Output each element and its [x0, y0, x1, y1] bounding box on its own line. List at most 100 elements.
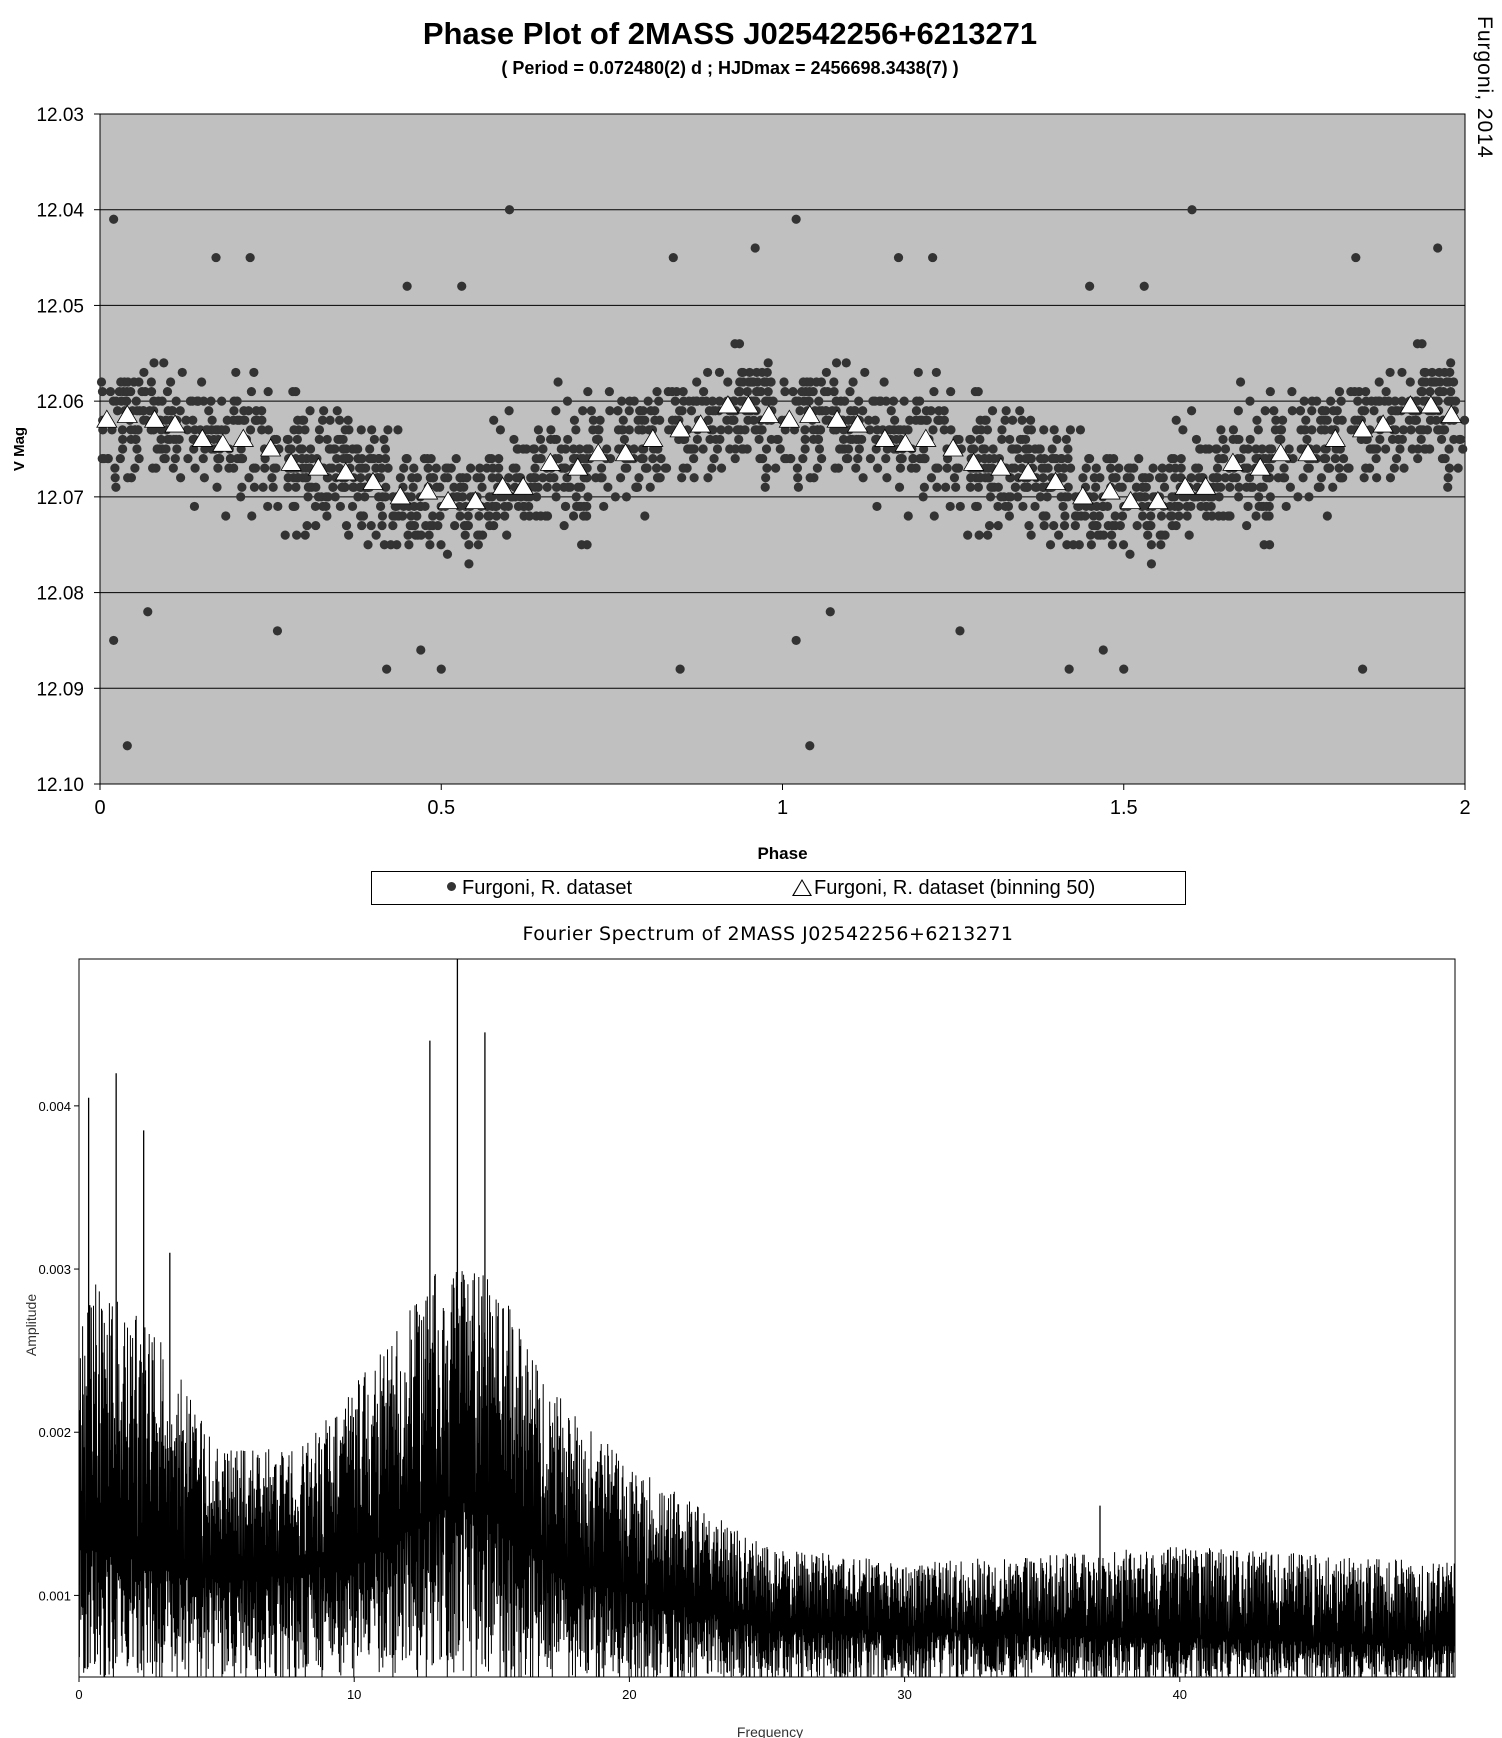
- data-point: [620, 463, 630, 473]
- data-point: [1081, 463, 1091, 473]
- data-point: [181, 415, 191, 425]
- data-point: [1211, 473, 1221, 483]
- data-point: [780, 386, 790, 397]
- data-point: [813, 434, 824, 445]
- data-point: [1031, 482, 1042, 492]
- data-point: [171, 434, 181, 445]
- data-point: [356, 511, 366, 521]
- outlier-point: [1433, 243, 1443, 253]
- data-point: [148, 463, 158, 473]
- data-point: [198, 453, 208, 464]
- data-point: [1375, 434, 1385, 445]
- binned-points: [96, 395, 1463, 510]
- data-point: [863, 415, 874, 425]
- data-point: [646, 406, 656, 416]
- data-point: [1039, 511, 1049, 521]
- data-point: [123, 473, 133, 483]
- data-point: [1114, 463, 1124, 473]
- data-point: [1017, 415, 1027, 425]
- data-point: [1303, 463, 1313, 473]
- data-point: [176, 473, 186, 483]
- x-tick-label: 20: [622, 1687, 636, 1702]
- data-point: [800, 434, 810, 445]
- data-point: [1084, 453, 1095, 464]
- data-point: [1413, 444, 1423, 454]
- binned-point: [212, 433, 234, 452]
- x-axis-label: Phase: [757, 844, 807, 863]
- data-point: [595, 415, 605, 425]
- data-point: [405, 520, 415, 531]
- data-point: [1322, 511, 1332, 521]
- data-point: [929, 386, 939, 397]
- data-point: [216, 425, 227, 435]
- data-point: [1010, 482, 1021, 492]
- data-point: [677, 473, 687, 483]
- data-point: [1252, 415, 1262, 425]
- data-point: [424, 530, 434, 540]
- data-point: [428, 473, 438, 483]
- data-point: [752, 367, 762, 378]
- binned-point: [1297, 442, 1319, 462]
- binned-point: [259, 438, 282, 457]
- data-point: [380, 492, 391, 502]
- data-point: [919, 482, 929, 492]
- phase-plot: 12.03 12.04 12.05 12.06 12.07 12.08 12.09 12.10…: [11, 105, 1471, 863]
- data-point: [993, 482, 1003, 492]
- data-point: [314, 434, 324, 445]
- data-point: [949, 473, 960, 483]
- data-point: [730, 444, 741, 454]
- data-point: [177, 367, 187, 378]
- data-point: [222, 415, 232, 425]
- data-point: [291, 482, 301, 492]
- data-point: [602, 444, 612, 454]
- data-point: [583, 492, 593, 502]
- data-point: [629, 396, 639, 406]
- data-point: [1052, 434, 1062, 445]
- y-tick-label: 0.001: [38, 1588, 71, 1603]
- data-point: [170, 453, 180, 464]
- data-point: [546, 425, 556, 435]
- y-axis-label: V Mag: [11, 427, 28, 471]
- data-point: [292, 434, 302, 445]
- data-point: [1088, 511, 1099, 521]
- data-point: [375, 501, 386, 512]
- data-point: [865, 453, 876, 464]
- data-point: [793, 473, 803, 483]
- outlier-point: [791, 214, 801, 224]
- data-point: [853, 453, 863, 464]
- data-point: [1337, 415, 1347, 425]
- outlier-point: [1064, 664, 1074, 674]
- data-point: [1397, 367, 1407, 378]
- data-point: [651, 463, 662, 473]
- data-point: [118, 444, 128, 454]
- data-point: [870, 396, 880, 406]
- data-point: [529, 444, 540, 454]
- outlier-point: [955, 626, 965, 636]
- spectrum-trace: [79, 1271, 1455, 1677]
- data-point: [704, 406, 714, 416]
- data-point: [848, 377, 858, 387]
- data-point: [1419, 367, 1429, 378]
- data-point: [1236, 453, 1246, 464]
- data-point: [1336, 396, 1346, 406]
- binned-point: [1017, 462, 1039, 481]
- data-point: [997, 434, 1007, 445]
- data-point: [1328, 406, 1338, 416]
- binned-point: [1194, 476, 1217, 495]
- data-point: [737, 367, 747, 378]
- data-point: [1239, 444, 1249, 454]
- data-point: [118, 434, 128, 445]
- data-point: [1361, 463, 1371, 473]
- data-point: [840, 396, 850, 406]
- outlier-point: [109, 214, 119, 224]
- outlier-point: [893, 252, 904, 263]
- data-point: [485, 520, 495, 531]
- data-point: [1453, 463, 1463, 473]
- data-point: [500, 511, 510, 521]
- data-point: [745, 367, 755, 378]
- data-point: [689, 473, 699, 483]
- data-point: [939, 415, 949, 425]
- data-point: [1316, 473, 1327, 483]
- data-point: [1061, 434, 1071, 445]
- data-point: [1444, 463, 1455, 473]
